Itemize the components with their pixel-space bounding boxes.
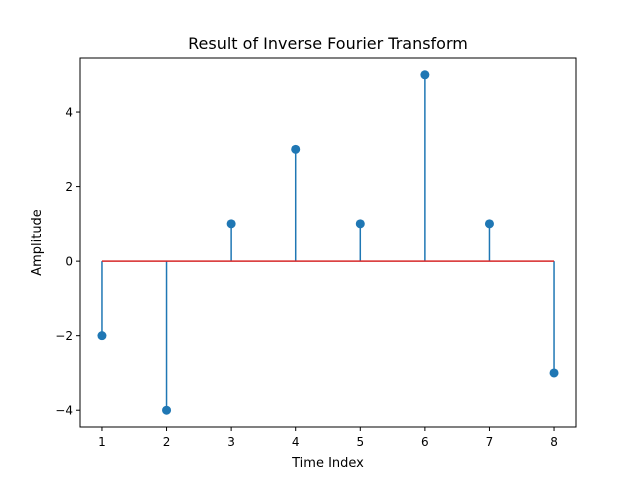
stem-marker — [484, 219, 494, 229]
y-tick-label: −4 — [55, 404, 73, 418]
x-tick-label: 5 — [356, 435, 364, 449]
x-tick-label: 2 — [163, 435, 171, 449]
stem-marker — [97, 331, 107, 341]
y-tick-label: 4 — [65, 106, 73, 120]
stem-marker — [291, 144, 301, 154]
plot-area — [97, 70, 559, 415]
x-tick-label: 8 — [550, 435, 558, 449]
x-axis-label: Time Index — [291, 456, 364, 471]
y-axis-label: Amplitude — [30, 209, 45, 276]
x-tick-label: 6 — [421, 435, 429, 449]
y-tick-label: −2 — [55, 329, 73, 343]
y-tick-label: 0 — [65, 255, 73, 269]
x-tick-label: 4 — [292, 435, 300, 449]
chart-title: Result of Inverse Fourier Transform — [188, 34, 468, 53]
x-tick-label: 7 — [486, 435, 494, 449]
stem-marker — [355, 219, 365, 229]
axes-frame — [79, 57, 577, 428]
x-tick-label: 3 — [227, 435, 235, 449]
stem-marker — [549, 368, 559, 378]
stem-marker — [226, 219, 236, 229]
x-tick-label: 1 — [98, 435, 106, 449]
stem-marker — [162, 405, 172, 415]
stem-marker — [420, 70, 430, 80]
y-tick-label: 2 — [65, 180, 73, 194]
